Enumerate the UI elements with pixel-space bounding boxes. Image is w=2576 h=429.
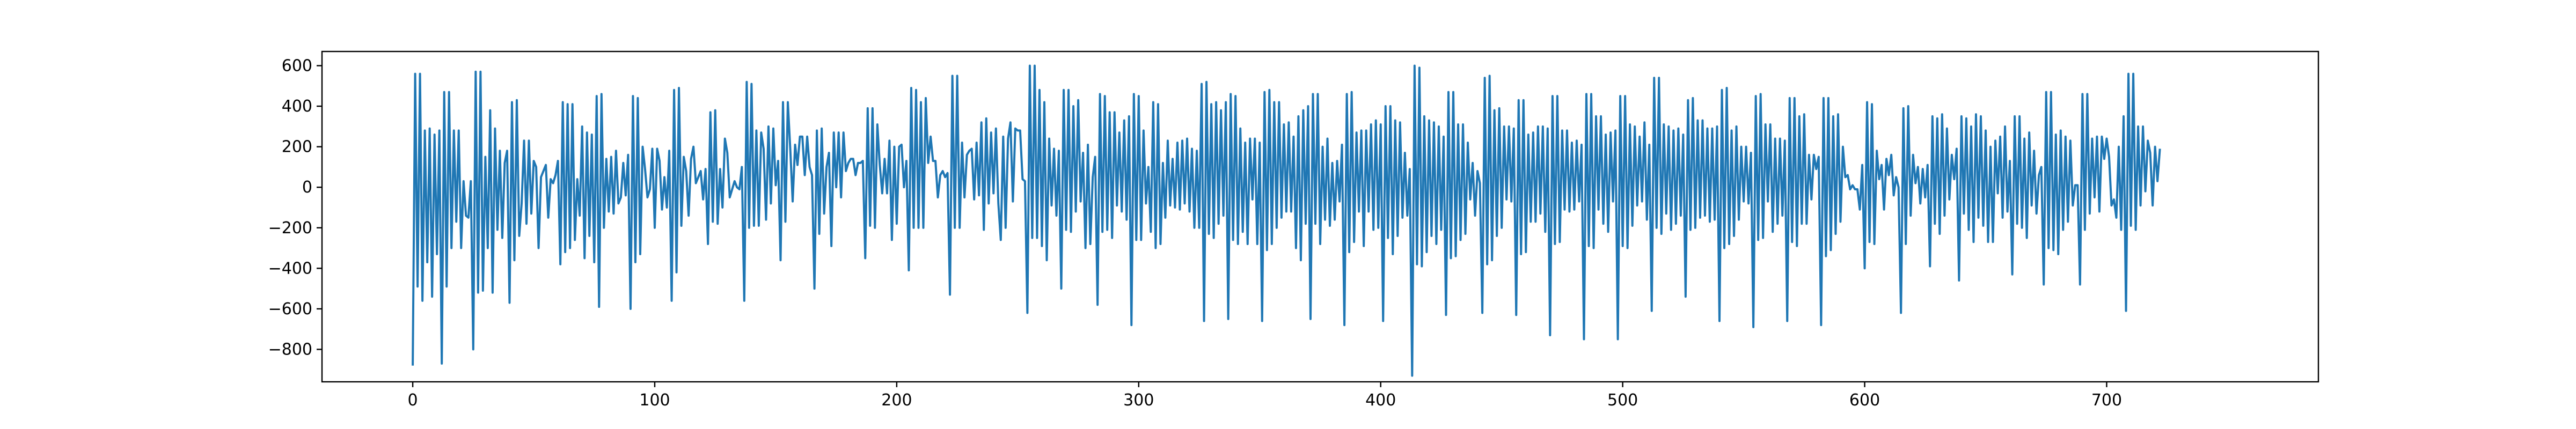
y-tick-label: 600 <box>282 56 312 75</box>
y-tick-marks <box>317 65 322 350</box>
x-axis-tick-labels: 0 100 200 300 400 500 600 700 <box>408 391 2123 410</box>
y-tick-label: 400 <box>282 97 312 116</box>
x-tick-label: 500 <box>1607 391 1638 410</box>
y-tick-label: −600 <box>268 300 312 319</box>
x-tick-label: 700 <box>2091 391 2122 410</box>
y-tick-label: −200 <box>268 219 312 238</box>
series-line <box>412 64 2161 377</box>
y-tick-label: −400 <box>268 259 312 278</box>
y-tick-label: 0 <box>302 178 312 197</box>
x-tick-label: 100 <box>639 391 670 410</box>
plot-area-frame <box>321 50 2319 383</box>
x-tick-marks <box>412 382 2107 387</box>
x-tick-label: 400 <box>1365 391 1396 410</box>
y-axis-tick-labels: −800 −600 −400 −200 0 200 400 600 <box>268 56 312 359</box>
x-tick-label: 300 <box>1123 391 1154 410</box>
y-tick-label: −800 <box>268 341 312 359</box>
x-tick-label: 0 <box>408 391 418 410</box>
y-tick-label: 200 <box>282 138 312 157</box>
x-tick-label: 600 <box>1849 391 1880 410</box>
x-tick-label: 200 <box>881 391 912 410</box>
